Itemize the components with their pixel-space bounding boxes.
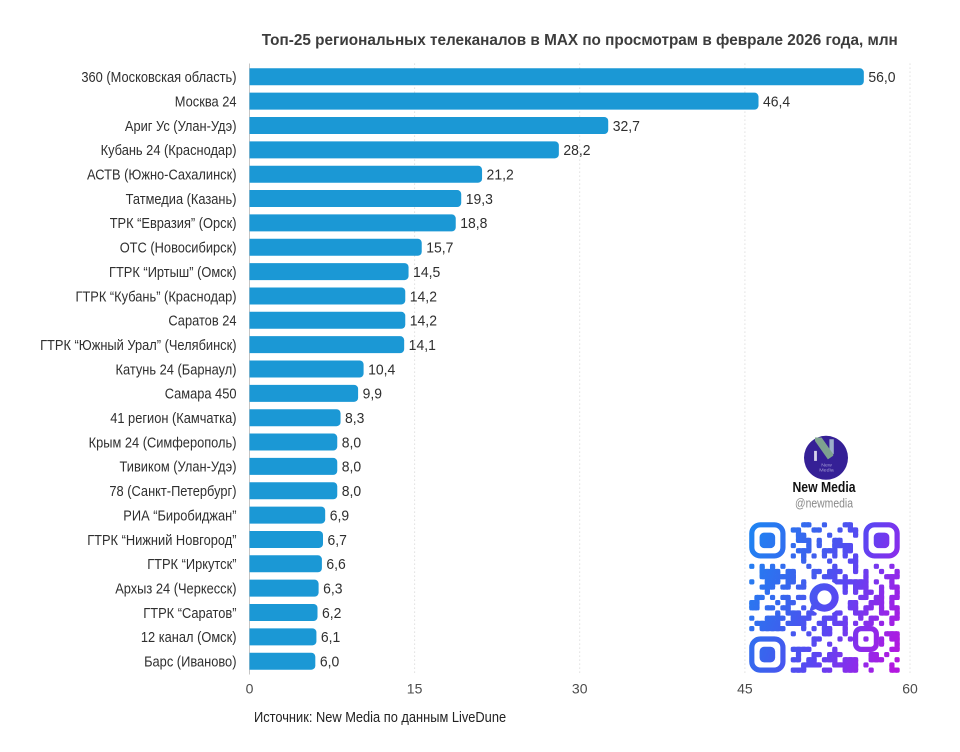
svg-text:ГТРК “Нижний Новгород”: ГТРК “Нижний Новгород” xyxy=(87,532,236,549)
svg-text:46,4: 46,4 xyxy=(763,93,790,110)
svg-text:9,9: 9,9 xyxy=(363,386,382,403)
svg-text:14,1: 14,1 xyxy=(409,337,436,354)
svg-text:360 (Московская область): 360 (Московская область) xyxy=(81,69,236,86)
svg-text:32,7: 32,7 xyxy=(613,118,640,135)
svg-text:78 (Санкт-Петербург): 78 (Санкт-Петербург) xyxy=(109,483,236,500)
svg-text:ГТРК “Кубань” (Краснодар): ГТРК “Кубань” (Краснодар) xyxy=(76,288,237,305)
svg-text:@newmedia: @newmedia xyxy=(795,496,854,511)
svg-text:ГТРК “Иркутск”: ГТРК “Иркутск” xyxy=(147,556,236,573)
svg-text:РИА “Биробиджан”: РИА “Биробиджан” xyxy=(123,507,236,524)
svg-text:15,7: 15,7 xyxy=(426,240,453,257)
svg-text:Катунь 24 (Барнаул): Катунь 24 (Барнаул) xyxy=(116,361,237,378)
svg-text:8,0: 8,0 xyxy=(342,483,361,500)
svg-text:New Media: New Media xyxy=(793,480,857,496)
svg-text:8,3: 8,3 xyxy=(345,410,364,427)
svg-text:45: 45 xyxy=(737,681,753,697)
svg-text:60: 60 xyxy=(902,681,918,697)
svg-text:ГТРК “Южный Урал” (Челябинск): ГТРК “Южный Урал” (Челябинск) xyxy=(40,337,236,354)
svg-text:14,5: 14,5 xyxy=(413,264,440,281)
svg-text:10,4: 10,4 xyxy=(368,361,395,378)
svg-text:New: New xyxy=(821,462,832,468)
svg-text:Саратов 24: Саратов 24 xyxy=(168,313,236,330)
svg-text:ГТРК “Саратов”: ГТРК “Саратов” xyxy=(143,605,236,622)
svg-text:Топ-25 региональных телеканало: Топ-25 региональных телеканалов в MAX по… xyxy=(262,32,898,49)
svg-text:15: 15 xyxy=(407,681,423,697)
svg-text:Тивиком (Улан-Удэ): Тивиком (Улан-Удэ) xyxy=(120,459,237,476)
svg-text:Татмедиа (Казань): Татмедиа (Казань) xyxy=(126,191,237,208)
svg-text:6,0: 6,0 xyxy=(320,654,339,671)
svg-text:Самара 450: Самара 450 xyxy=(165,386,237,403)
svg-text:21,2: 21,2 xyxy=(487,167,514,184)
svg-text:30: 30 xyxy=(572,681,588,697)
svg-text:6,9: 6,9 xyxy=(330,507,349,524)
svg-text:Источник: New Media по данным: Источник: New Media по данным LiveDune xyxy=(254,709,506,726)
svg-text:Media: Media xyxy=(819,468,834,474)
svg-text:14,2: 14,2 xyxy=(410,288,437,305)
svg-text:Ариг Ус (Улан-Удэ): Ариг Ус (Улан-Удэ) xyxy=(125,118,237,135)
svg-text:56,0: 56,0 xyxy=(868,69,895,86)
svg-text:18,8: 18,8 xyxy=(460,215,487,232)
svg-text:Кубань 24 (Краснодар): Кубань 24 (Краснодар) xyxy=(101,142,237,159)
svg-text:Архыз 24 (Черкесск): Архыз 24 (Черкесск) xyxy=(115,580,236,597)
svg-text:12 канал (Омск): 12 канал (Омск) xyxy=(141,629,237,646)
svg-text:6,2: 6,2 xyxy=(322,605,341,622)
svg-text:41 регион (Камчатка): 41 регион (Камчатка) xyxy=(110,410,236,427)
svg-text:0: 0 xyxy=(246,681,254,697)
svg-text:8,0: 8,0 xyxy=(342,459,361,476)
svg-text:Крым 24 (Симферополь): Крым 24 (Симферополь) xyxy=(89,434,237,451)
svg-text:6,6: 6,6 xyxy=(326,556,345,573)
svg-text:АСТВ (Южно-Сахалинск): АСТВ (Южно-Сахалинск) xyxy=(87,167,237,184)
svg-text:ОТС (Новосибирск): ОТС (Новосибирск) xyxy=(120,240,237,257)
svg-text:14,2: 14,2 xyxy=(410,313,437,330)
svg-text:Барс (Иваново): Барс (Иваново) xyxy=(144,654,236,671)
svg-text:ТРК “Евразия” (Орск): ТРК “Евразия” (Орск) xyxy=(110,215,237,232)
svg-text:6,7: 6,7 xyxy=(328,532,347,549)
svg-text:6,1: 6,1 xyxy=(321,629,340,646)
svg-text:19,3: 19,3 xyxy=(466,191,493,208)
svg-text:28,2: 28,2 xyxy=(563,142,590,159)
svg-text:8,0: 8,0 xyxy=(342,434,361,451)
svg-text:ГТРК “Иртыш” (Омск): ГТРК “Иртыш” (Омск) xyxy=(109,264,237,281)
svg-text:6,3: 6,3 xyxy=(323,580,342,597)
svg-text:Москва 24: Москва 24 xyxy=(175,93,237,110)
